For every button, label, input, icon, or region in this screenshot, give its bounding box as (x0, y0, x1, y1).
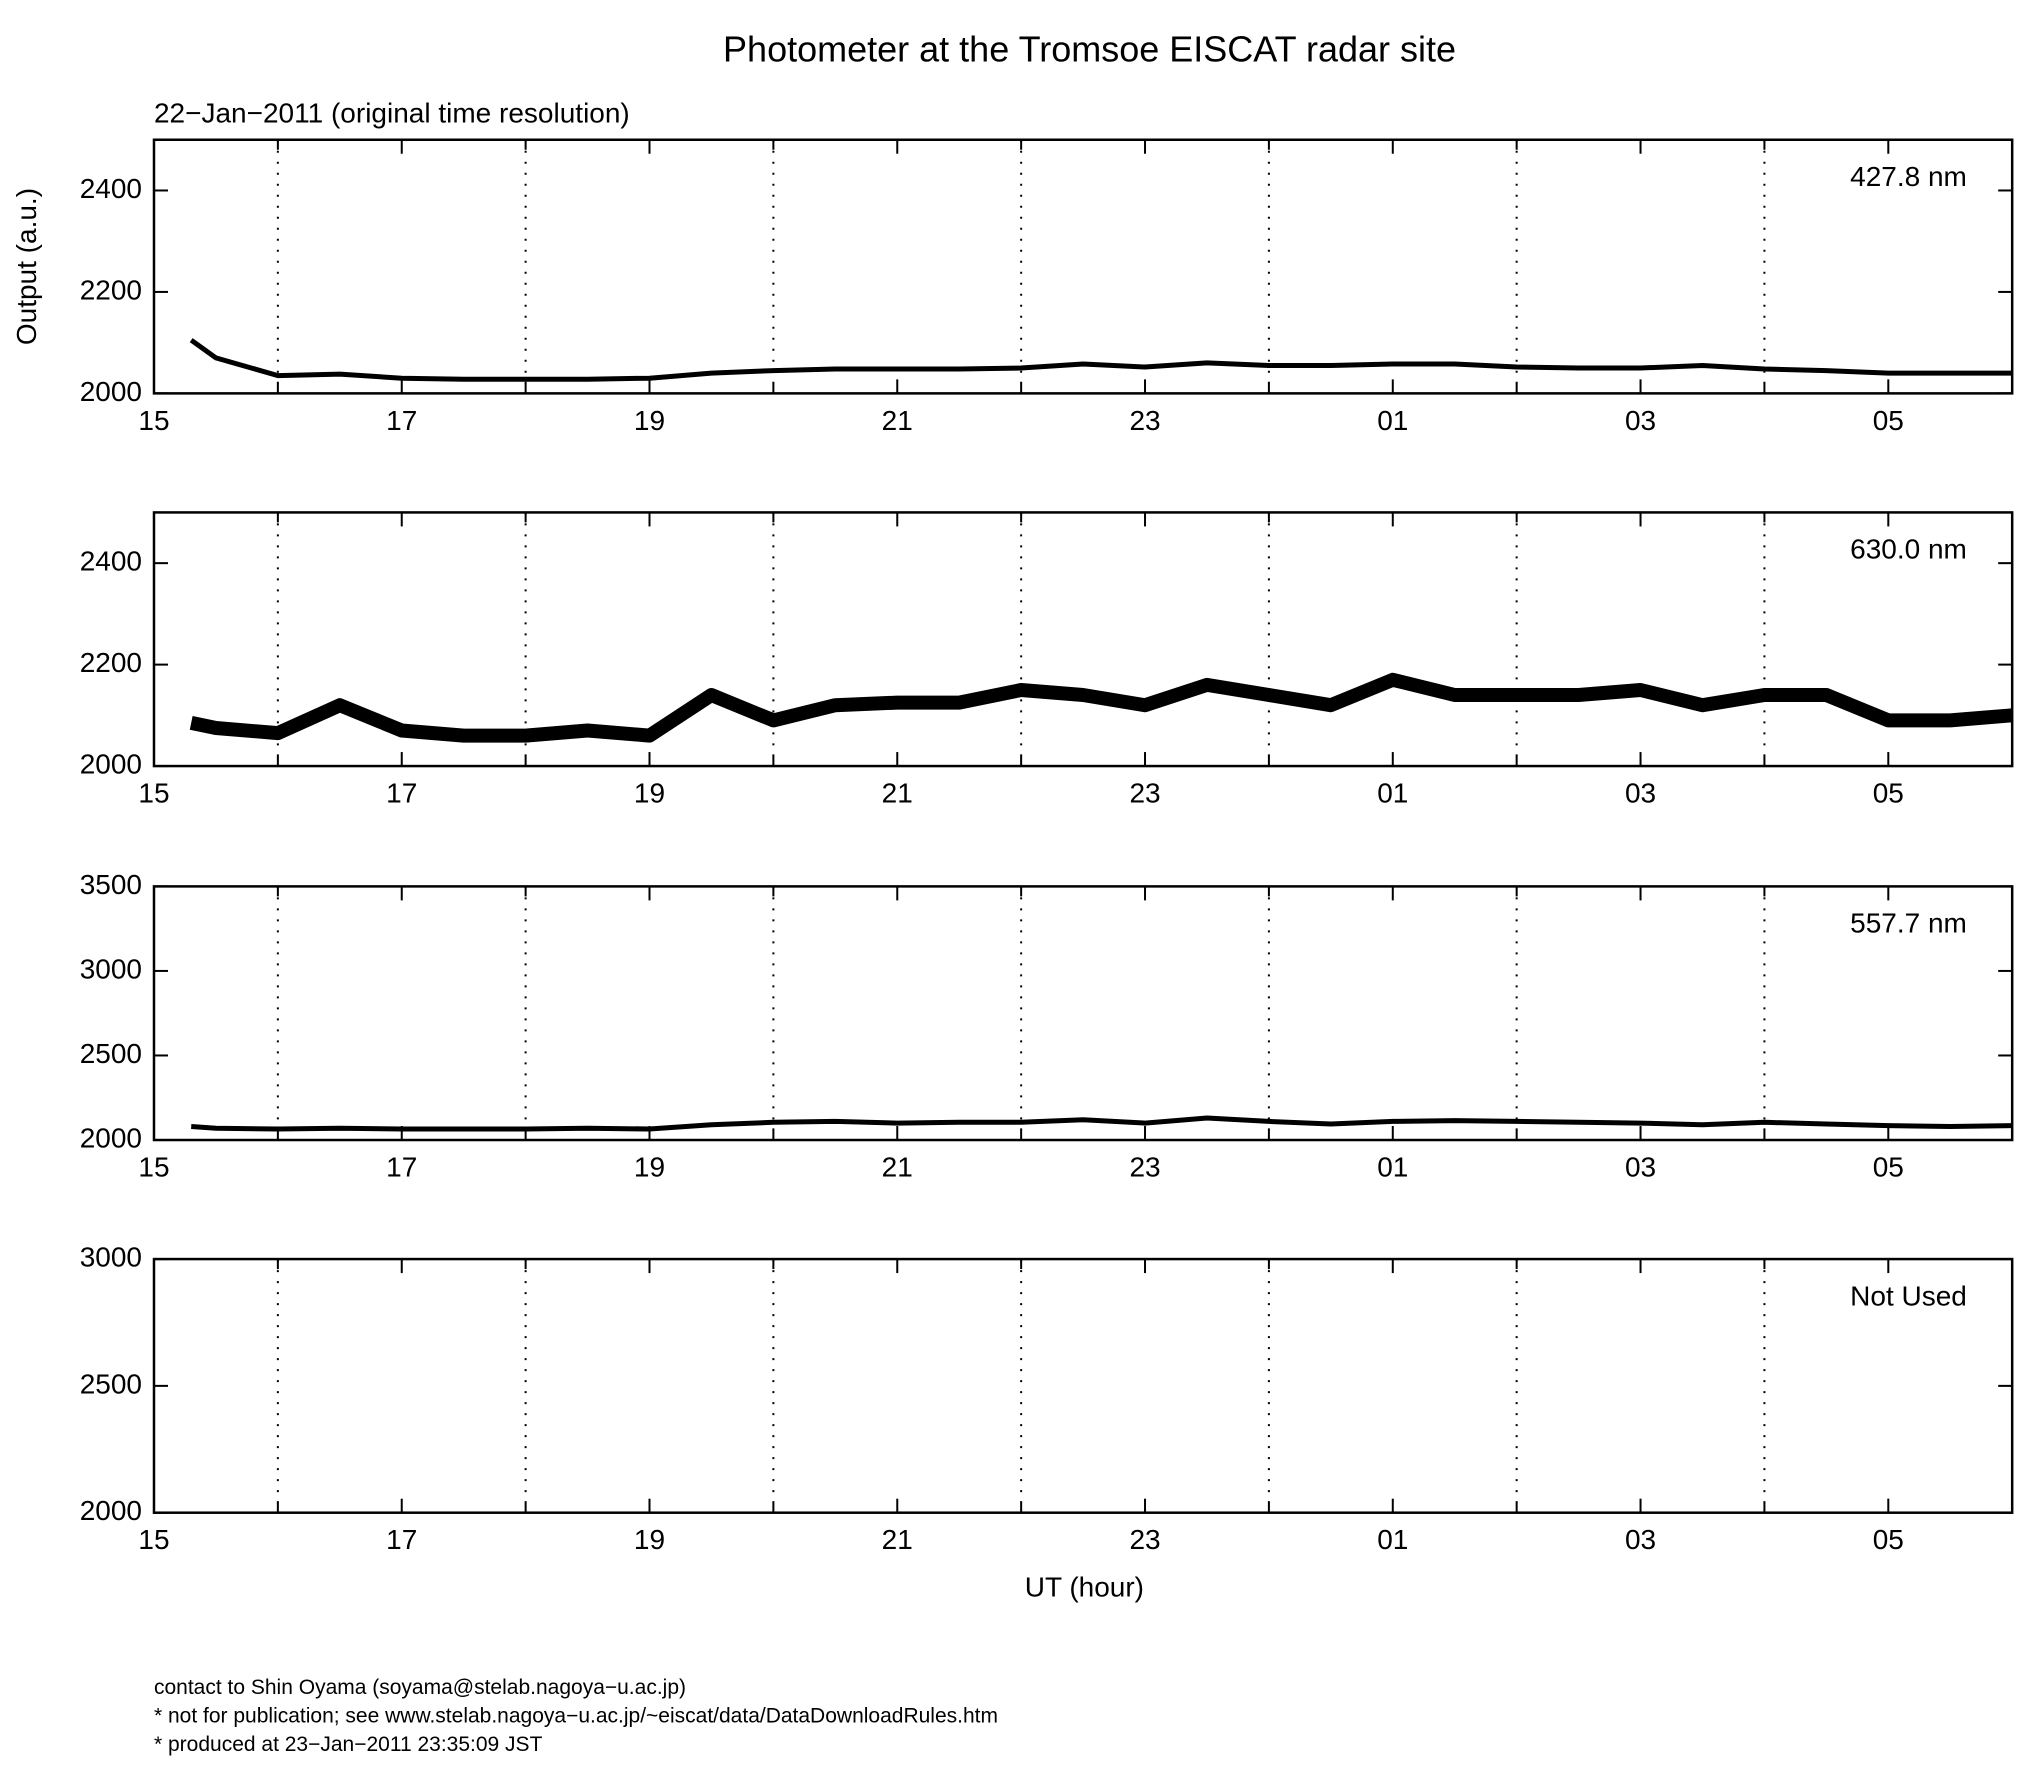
x-tick-label: 03 (1625, 1524, 1656, 1555)
x-tick-label: 21 (882, 405, 913, 436)
data-line (189, 672, 2013, 743)
x-tick-label: 03 (1625, 405, 1656, 436)
x-tick-label: 01 (1377, 1524, 1408, 1555)
footer-line: * produced at 23−Jan−2011 23:35:09 JST (154, 1733, 543, 1756)
x-tick-label: 21 (882, 777, 913, 808)
y-tick-label: 2400 (80, 546, 142, 577)
panel-annotation: 427.8 nm (1850, 161, 1967, 192)
x-tick-label: 05 (1873, 405, 1904, 436)
y-tick-label: 3500 (80, 869, 142, 900)
x-tick-label: 23 (1129, 1151, 1160, 1182)
x-tick-label: 05 (1873, 1524, 1904, 1555)
x-tick-label: 01 (1377, 405, 1408, 436)
y-axis-label: Output (a.u.) (11, 188, 42, 345)
chart-title: Photometer at the Tromsoe EISCAT radar s… (723, 28, 1456, 69)
y-tick-label: 2000 (80, 1122, 142, 1153)
y-tick-label: 2500 (80, 1368, 142, 1399)
x-tick-label: 05 (1873, 1151, 1904, 1182)
x-tick-label: 23 (1129, 777, 1160, 808)
x-tick-label: 19 (634, 1524, 665, 1555)
y-tick-label: 2000 (80, 748, 142, 779)
x-tick-label: 17 (386, 1524, 417, 1555)
x-tick-label: 15 (138, 1151, 169, 1182)
x-tick-label: 05 (1873, 777, 1904, 808)
x-tick-label: 17 (386, 405, 417, 436)
x-tick-label: 03 (1625, 1151, 1656, 1182)
y-tick-label: 2400 (80, 173, 142, 204)
x-tick-label: 21 (882, 1524, 913, 1555)
x-tick-label: 15 (138, 1524, 169, 1555)
y-tick-label: 2500 (80, 1038, 142, 1069)
y-tick-label: 3000 (80, 953, 142, 984)
y-tick-label: 2200 (80, 647, 142, 678)
x-tick-label: 19 (634, 405, 665, 436)
x-tick-label: 21 (882, 1151, 913, 1182)
x-tick-label: 23 (1129, 405, 1160, 436)
x-tick-label: 17 (386, 777, 417, 808)
axes-frame (152, 1257, 2014, 1514)
x-tick-label: 23 (1129, 1524, 1160, 1555)
chart-subtitle: 22−Jan−2011 (original time resolution) (154, 98, 630, 129)
x-tick-label: 17 (386, 1151, 417, 1182)
y-tick-label: 2000 (80, 376, 142, 407)
y-tick-label: 3000 (80, 1241, 142, 1272)
data-line (189, 338, 2013, 382)
y-tick-label: 2000 (80, 1495, 142, 1526)
panel-annotation: 557.7 nm (1850, 908, 1967, 939)
axes-frame (152, 138, 2014, 395)
data-line (191, 1115, 2013, 1132)
x-tick-label: 19 (634, 777, 665, 808)
y-tick-label: 2200 (80, 274, 142, 305)
x-tick-label: 01 (1377, 1151, 1408, 1182)
panel-annotation: Not Used (1850, 1280, 1967, 1311)
x-tick-label: 15 (138, 777, 169, 808)
panel-annotation: 630.0 nm (1850, 534, 1967, 565)
x-tick-label: 19 (634, 1151, 665, 1182)
x-tick-label: 03 (1625, 777, 1656, 808)
x-tick-label: 01 (1377, 777, 1408, 808)
footer-line: * not for publication; see www.stelab.na… (154, 1705, 998, 1728)
axes-frame (152, 511, 2014, 768)
axes-frame (152, 885, 2014, 1142)
footer-line: contact to Shin Oyama (soyama@stelab.nag… (154, 1676, 686, 1699)
x-axis-label: UT (hour) (1025, 1571, 1144, 1602)
x-tick-label: 15 (138, 405, 169, 436)
